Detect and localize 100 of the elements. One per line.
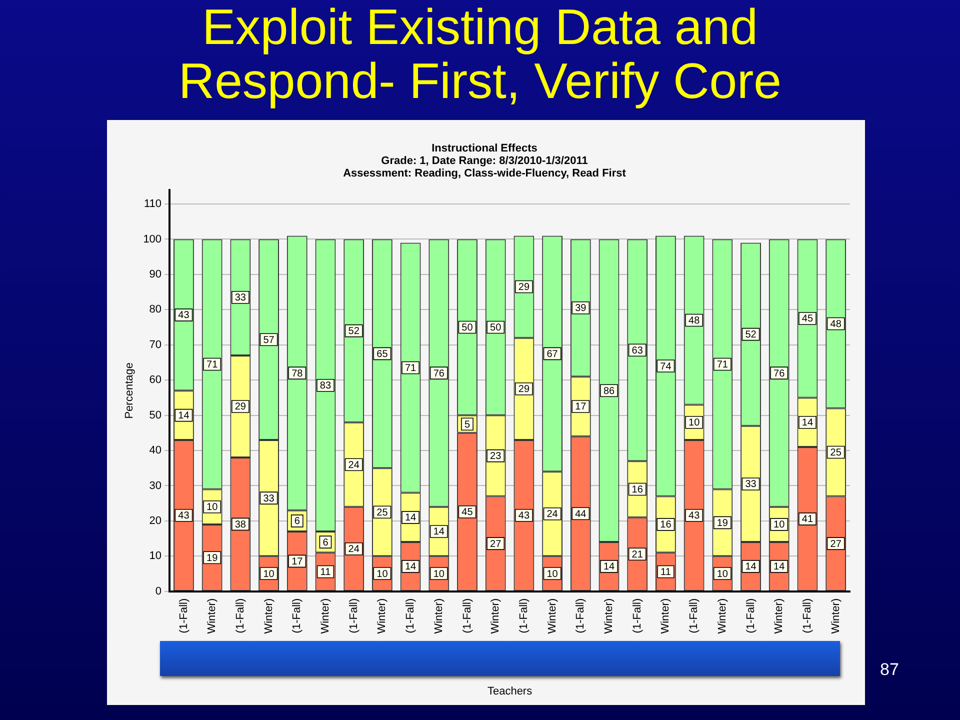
x-tick-label: Winter) [830, 598, 842, 634]
x-tick-label: Winter) [546, 598, 558, 634]
y-tick-label: 0 [155, 585, 162, 598]
data-label: 16 [660, 520, 672, 531]
data-label: 71 [206, 359, 218, 370]
x-tick-label: Winter) [262, 598, 275, 634]
x-tick-label: (1-Fall) [688, 598, 700, 634]
data-label: 27 [830, 538, 842, 550]
data-label: 17 [292, 556, 304, 568]
data-label: 14 [802, 418, 814, 429]
data-label: 14 [433, 526, 445, 538]
data-label: 10 [688, 418, 700, 429]
data-label: 10 [546, 568, 558, 580]
data-label: 29 [234, 402, 246, 413]
data-label: 25 [830, 448, 842, 459]
text: 87 [880, 660, 899, 680]
y-tick-label: 100 [143, 233, 162, 246]
data-label: 52 [745, 330, 757, 341]
data-label: 14 [745, 562, 757, 573]
data-label: 11 [320, 566, 332, 578]
data-label: 5 [464, 419, 470, 430]
data-label: 25 [376, 507, 388, 518]
data-label: 74 [660, 361, 672, 372]
y-tick-label: 110 [144, 198, 162, 210]
data-label: 14 [603, 562, 616, 573]
data-label: 11 [660, 566, 672, 578]
data-label: 50 [462, 322, 474, 334]
data-label: 78 [292, 368, 304, 380]
y-tick-label: 80 [149, 304, 162, 316]
y-tick-label: 70 [149, 338, 162, 351]
data-label: 17 [575, 402, 587, 413]
data-label: 24 [348, 544, 360, 556]
y-tick-label: 90 [149, 268, 162, 280]
data-label: 14 [774, 562, 786, 573]
x-tick-label: (1-Fall) [802, 598, 814, 634]
data-label: 67 [546, 348, 558, 360]
y-tick-label: 40 [149, 444, 162, 457]
x-tick-label: (1-Fall) [574, 598, 587, 634]
data-label: 44 [575, 508, 587, 520]
data-label: 21 [632, 549, 644, 560]
data-label: 27 [490, 538, 502, 550]
data-label: 29 [518, 384, 530, 396]
data-label: 48 [830, 319, 842, 330]
data-label: 45 [462, 507, 474, 518]
y-tick-label: 10 [149, 550, 162, 562]
data-label: 65 [376, 348, 388, 360]
x-tick-label: Winter) [773, 598, 786, 634]
data-label: 57 [263, 334, 275, 346]
data-label: 10 [433, 568, 445, 580]
data-label: 33 [745, 479, 757, 490]
data-label: 39 [575, 303, 587, 314]
x-tick-label: (1-Fall) [461, 598, 474, 634]
data-label: 16 [632, 484, 644, 496]
data-label: 14 [178, 410, 190, 422]
x-tick-label: Winter) [206, 598, 218, 634]
data-label: 71 [716, 359, 728, 370]
x-tick-label: (1-Fall) [348, 598, 360, 634]
x-axis-title: Teachers [487, 685, 533, 698]
data-label: 41 [802, 514, 814, 526]
y-axis-title: Percentage [124, 362, 136, 419]
data-label: 10 [376, 568, 388, 580]
data-label: 29 [518, 282, 530, 294]
data-label: 14 [404, 512, 417, 524]
y-tick-label: 50 [149, 409, 162, 422]
data-label: 10 [774, 520, 786, 531]
data-label: 63 [632, 345, 644, 356]
x-tick-label: (1-Fall) [518, 598, 530, 634]
data-label: 76 [433, 368, 445, 380]
data-label: 10 [206, 502, 218, 514]
x-tick-label: Winter) [660, 598, 672, 634]
data-label: 6 [294, 516, 300, 528]
data-label: 52 [348, 326, 360, 338]
y-tick-label: 20 [149, 514, 162, 527]
x-tick-label: Winter) [490, 598, 502, 634]
x-tick-label: Winter) [603, 598, 616, 634]
data-label: 71 [404, 363, 417, 374]
data-label: 23 [490, 451, 502, 462]
x-tick-label: (1-Fall) [178, 598, 190, 634]
data-label: 14 [404, 562, 417, 573]
data-label: 43 [178, 510, 190, 522]
x-tick-label: (1-Fall) [404, 598, 417, 634]
data-label: 43 [518, 510, 530, 522]
data-label: 24 [348, 460, 360, 471]
y-tick-label: 60 [149, 374, 162, 386]
x-tick-label: Winter) [716, 598, 728, 634]
data-label: 24 [546, 509, 558, 520]
data-label: 76 [774, 368, 786, 380]
data-label: 10 [263, 568, 275, 580]
data-label: 33 [263, 493, 275, 504]
data-label: 10 [716, 568, 728, 580]
data-label: 6 [322, 537, 329, 548]
data-label: 38 [234, 519, 246, 530]
y-tick-label: 30 [149, 480, 162, 492]
data-label: 19 [716, 518, 728, 529]
chart-title: Exploit Existing Data and Respond- First, Verify Core [178, 0, 782, 109]
data-label: 86 [603, 386, 616, 397]
x-tick-label: (1-Fall) [234, 598, 246, 634]
data-label: 50 [490, 322, 502, 334]
data-label: 33 [234, 292, 246, 304]
chart-subtitle: Instructional Effects Grade: 1, Date Range: 8/3/2010-1/3/2011 Assessment: Reading, Class-wide-Fluency, Read First [343, 142, 626, 180]
